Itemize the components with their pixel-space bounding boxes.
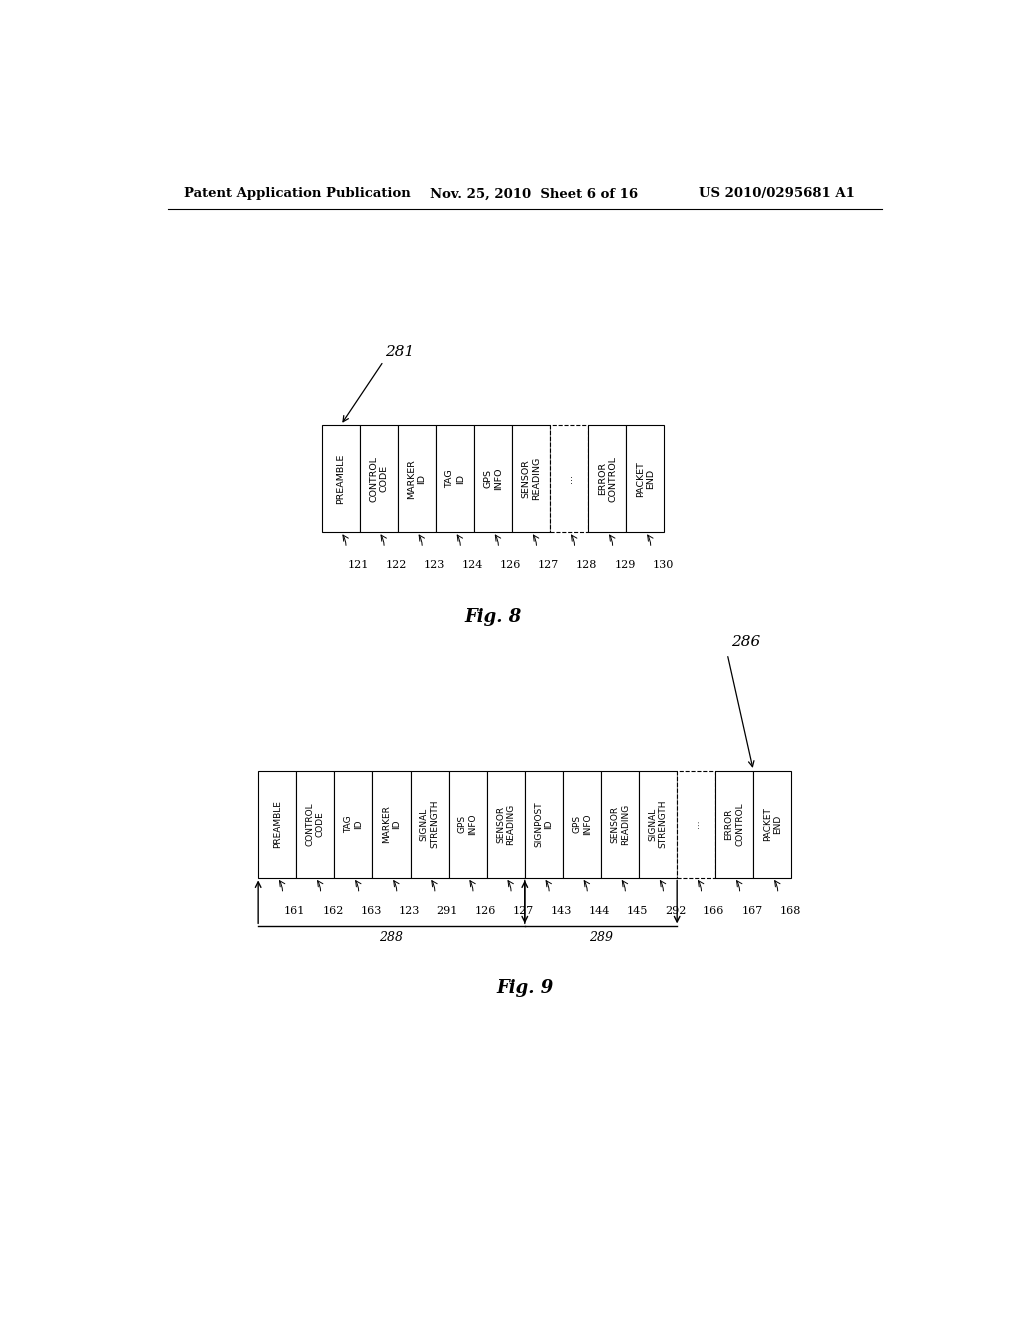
Text: Nov. 25, 2010  Sheet 6 of 16: Nov. 25, 2010 Sheet 6 of 16 xyxy=(430,187,638,201)
Text: US 2010/0295681 A1: US 2010/0295681 A1 xyxy=(699,187,855,201)
Bar xyxy=(322,425,359,532)
Bar xyxy=(715,771,754,878)
Text: PACKET
END: PACKET END xyxy=(636,461,655,496)
Bar xyxy=(627,425,665,532)
Text: SENSOR
READING: SENSOR READING xyxy=(496,804,515,845)
Text: 127: 127 xyxy=(538,561,559,570)
Bar xyxy=(601,771,639,878)
Text: 130: 130 xyxy=(652,561,674,570)
Bar xyxy=(754,771,792,878)
Text: 123: 123 xyxy=(424,561,445,570)
Text: ...: ... xyxy=(565,474,573,483)
Text: TAG
ID: TAG ID xyxy=(445,469,465,488)
Bar xyxy=(588,425,627,532)
Bar xyxy=(639,771,677,878)
Text: 281: 281 xyxy=(385,345,415,359)
Text: 126: 126 xyxy=(474,906,496,916)
Text: ...: ... xyxy=(692,820,700,829)
Text: 127: 127 xyxy=(513,906,534,916)
Text: Fig. 9: Fig. 9 xyxy=(497,979,553,997)
Bar xyxy=(359,425,398,532)
Bar xyxy=(486,771,524,878)
Text: 129: 129 xyxy=(614,561,636,570)
Bar xyxy=(258,771,296,878)
Text: TAG
ID: TAG ID xyxy=(344,816,364,833)
Bar xyxy=(563,771,601,878)
Text: Fig. 8: Fig. 8 xyxy=(465,609,521,626)
Bar xyxy=(436,425,474,532)
Text: SIGNPOST
ID: SIGNPOST ID xyxy=(535,801,554,847)
Text: SIGNAL
STRENGTH: SIGNAL STRENGTH xyxy=(648,800,668,849)
Text: 122: 122 xyxy=(386,561,407,570)
Text: GPS
INFO: GPS INFO xyxy=(572,813,592,834)
Text: 167: 167 xyxy=(741,906,763,916)
Bar xyxy=(550,425,589,532)
Text: ERROR
CONTROL: ERROR CONTROL xyxy=(598,455,617,502)
Text: PACKET
END: PACKET END xyxy=(763,808,782,841)
Text: PREAMBLE: PREAMBLE xyxy=(336,453,345,504)
Text: SIGNAL
STRENGTH: SIGNAL STRENGTH xyxy=(420,800,439,849)
Text: ERROR
CONTROL: ERROR CONTROL xyxy=(725,803,744,846)
Text: 144: 144 xyxy=(589,906,610,916)
Text: MARKER
ID: MARKER ID xyxy=(382,805,401,843)
Text: 163: 163 xyxy=(360,906,382,916)
Text: GPS
INFO: GPS INFO xyxy=(483,467,503,490)
Bar xyxy=(397,425,436,532)
Text: Patent Application Publication: Patent Application Publication xyxy=(183,187,411,201)
Bar xyxy=(512,425,550,532)
Bar xyxy=(474,425,512,532)
Text: CONTROL
CODE: CONTROL CODE xyxy=(369,455,388,502)
Text: 161: 161 xyxy=(284,906,305,916)
Text: 166: 166 xyxy=(703,906,724,916)
Bar xyxy=(334,771,373,878)
Text: 168: 168 xyxy=(779,906,801,916)
Bar xyxy=(373,771,411,878)
Text: 286: 286 xyxy=(731,635,761,649)
Text: 121: 121 xyxy=(347,561,369,570)
Text: SENSOR
READING: SENSOR READING xyxy=(610,804,630,845)
Text: 126: 126 xyxy=(500,561,521,570)
Text: CONTROL
CODE: CONTROL CODE xyxy=(305,803,325,846)
Text: 289: 289 xyxy=(589,932,613,944)
Bar xyxy=(296,771,334,878)
Text: 162: 162 xyxy=(323,906,343,916)
Text: 123: 123 xyxy=(398,906,420,916)
Text: 128: 128 xyxy=(577,561,597,570)
Text: 143: 143 xyxy=(551,906,572,916)
Text: PREAMBLE: PREAMBLE xyxy=(272,800,282,847)
Text: 124: 124 xyxy=(462,561,483,570)
Text: 145: 145 xyxy=(627,906,648,916)
Bar xyxy=(677,771,715,878)
Bar xyxy=(411,771,449,878)
Bar xyxy=(449,771,486,878)
Text: 291: 291 xyxy=(436,906,458,916)
Text: 292: 292 xyxy=(665,906,686,916)
Text: SENSOR
READING: SENSOR READING xyxy=(521,457,541,500)
Text: MARKER
ID: MARKER ID xyxy=(408,458,427,499)
Text: GPS
INFO: GPS INFO xyxy=(458,813,477,834)
Bar xyxy=(524,771,563,878)
Text: 288: 288 xyxy=(380,932,403,944)
